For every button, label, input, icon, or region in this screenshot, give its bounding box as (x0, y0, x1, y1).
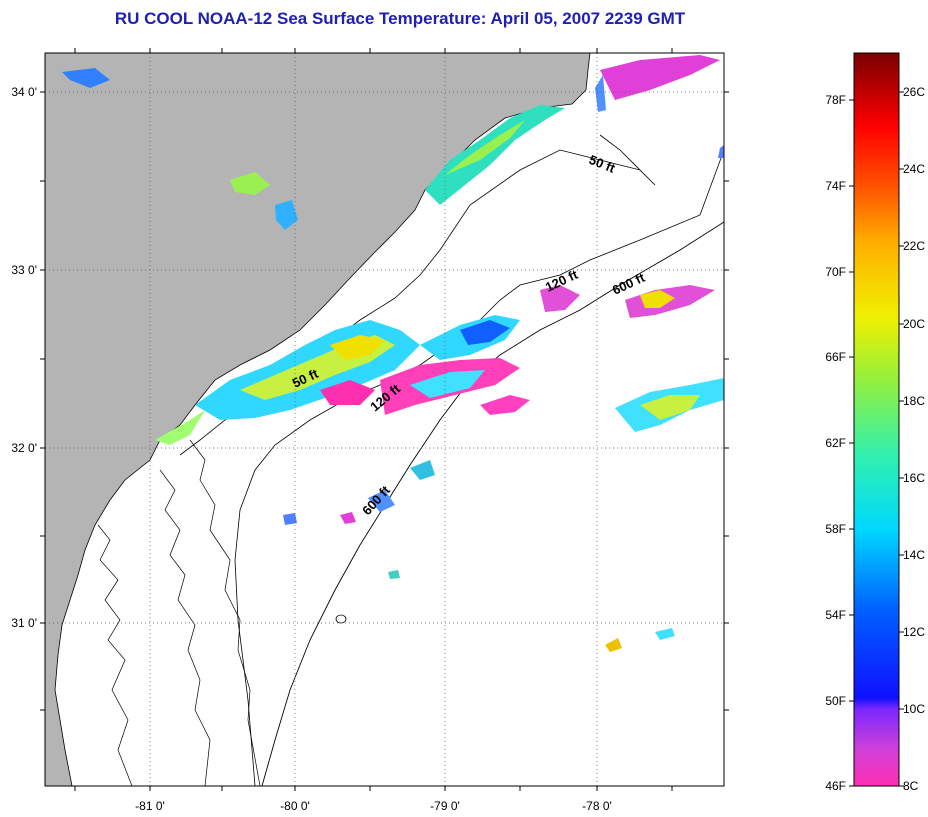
sst-patches (62, 55, 724, 652)
colorbar-c-label: 8C (903, 779, 919, 793)
colorbar-f-label: 62F (825, 436, 846, 450)
land-carolinas-georgia (45, 53, 591, 786)
isobath-600ft (261, 221, 724, 786)
colorbar-c-label: 20C (903, 317, 925, 331)
map-frame (44, 52, 725, 787)
colorbar-f-label: 50F (825, 694, 846, 708)
colorbar-f-label: 58F (825, 522, 846, 536)
colorbar-c-label: 10C (903, 702, 925, 716)
lat-label-32: 32 0' (11, 441, 37, 455)
colorbar-c-label: 22C (903, 239, 925, 253)
colorbar-c-label: 14C (903, 548, 925, 562)
colorbar-f-label: 70F (825, 265, 846, 279)
lon-label-78: -78 0' (582, 799, 612, 813)
lon-label-80: -80 0' (280, 799, 310, 813)
colorbar-c-label: 24C (903, 162, 925, 176)
lat-label-33: 33 0' (11, 263, 37, 277)
coastline-detail (97, 439, 261, 786)
colorbar-f-label: 78F (825, 93, 846, 107)
lon-label-81: -81 0' (135, 799, 165, 813)
colorbar-gradient (853, 52, 900, 787)
lat-label-31: 31 0' (11, 616, 37, 630)
colorbar: 78F 74F 70F 66F 62F 58F 54F 50F 46F 26C … (825, 52, 925, 793)
lat-label-34: 34 0' (11, 85, 37, 99)
isobath-120ft (234, 149, 724, 786)
colorbar-c-label: 12C (903, 625, 925, 639)
colorbar-f-label: 46F (825, 779, 846, 793)
colorbar-c-label: 16C (903, 471, 925, 485)
map-ticks (40, 48, 729, 791)
colorbar-c-label: 18C (903, 394, 925, 408)
lon-label-79: -79 0' (430, 799, 460, 813)
colorbar-f-label: 74F (825, 179, 846, 193)
colorbar-f-label: 54F (825, 608, 846, 622)
colorbar-f-label: 66F (825, 350, 846, 364)
map-title: RU COOL NOAA-12 Sea Surface Temperature:… (114, 9, 686, 28)
colorbar-c-label: 26C (903, 85, 925, 99)
